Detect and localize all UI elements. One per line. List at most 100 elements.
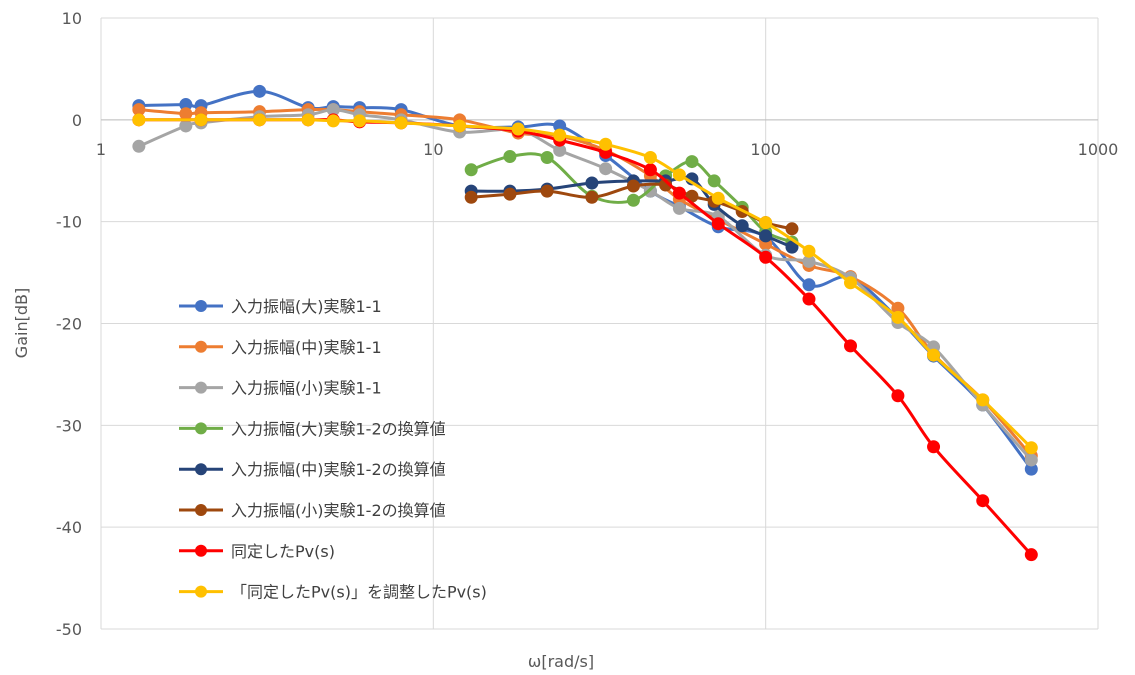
y-tick-label: -30 [56,416,82,435]
data-point [844,276,858,290]
data-point [1024,548,1038,562]
legend-swatch-marker [195,544,207,557]
data-point [802,244,816,258]
legend-entry: 入力振幅(小)実験1-2の換算値 [179,501,446,520]
legend-entry: 入力振幅(中)実験1-2の換算値 [179,460,446,479]
y-axis-title: Gain[dB] [12,288,31,358]
legend-entry: 「同定したPv(s)」を調整したPv(s) [179,583,487,602]
y-tick-label: -20 [56,315,82,334]
data-point [585,190,599,204]
series-2 [132,103,1038,463]
legend-label: 入力振幅(大)実験1-2の換算値 [231,419,446,438]
x-axis-title: ω[rad/s] [528,652,594,671]
data-point [672,201,686,215]
x-tick-label: 10 [423,140,443,159]
data-point [785,222,799,236]
series-8 [132,113,1038,455]
series-line [138,107,1033,457]
legend-label: 入力振幅(中)実験1-2の換算値 [231,460,446,479]
legend-entry: 入力振幅(中)実験1-1 [179,338,382,357]
legend-swatch-marker [195,340,207,353]
data-point [707,174,721,188]
data-point [802,292,816,306]
data-point [976,494,990,508]
data-point [540,184,554,198]
data-point [976,393,990,407]
y-tick-label: 10 [62,9,82,28]
data-point [540,151,554,165]
x-tick-label: 1 [96,140,106,159]
data-point [253,84,267,98]
legend-swatch-marker [195,463,207,476]
data-point [132,113,146,127]
data-point [759,229,773,243]
legend-label: 入力振幅(中)実験1-1 [231,338,382,357]
legend-entry: 入力振幅(小)実験1-1 [179,379,382,398]
axes: 100-10-20-30-40-501 10 100 1000 [56,9,1119,639]
data-point [643,151,657,165]
legend-label: 同定したPv(s) [231,542,335,561]
legend-swatch-marker [195,585,207,598]
legend-entry: 同定したPv(s) [179,542,335,561]
data-point [179,119,193,133]
data-point [643,163,657,177]
legend-label: 入力振幅(大)実験1-1 [231,297,382,316]
y-tick-label: -50 [56,620,82,639]
legend-swatch-marker [195,300,207,312]
data-point [503,187,517,201]
y-tick-label: -40 [56,518,82,537]
series-line [138,108,1033,461]
legend-label: 入力振幅(小)実験1-2の換算値 [231,501,446,520]
data-point [891,389,905,403]
data-point [1024,441,1038,455]
data-point [759,216,773,230]
data-point [891,310,905,324]
data-point [394,116,408,130]
data-point [711,217,725,231]
legend-swatch-marker [195,381,207,394]
data-point [626,179,640,193]
series-3 [132,103,1038,467]
legend-entry: 入力振幅(大)実験1-1 [179,297,382,316]
data-point [464,190,478,204]
data-point [711,191,725,205]
x-tick-label: 1000 [1078,140,1119,159]
data-point [672,168,686,182]
series-lines [132,84,1038,562]
x-tick-label: 100 [750,140,781,159]
data-point [1024,453,1038,467]
data-point [599,137,613,151]
y-tick-label: -10 [56,213,82,232]
data-point [553,128,567,142]
data-point [194,113,208,127]
data-point [132,139,146,153]
legend-swatch-marker [195,422,207,435]
legend: 入力振幅(大)実験1-1 入力振幅(中)実験1-1 入力振幅(小)実験1-1 入力振幅… [179,297,487,602]
data-point [844,339,858,353]
data-point [927,440,941,454]
data-point [585,176,599,190]
data-point [353,114,367,128]
data-point [685,155,699,169]
data-point [326,114,340,128]
data-point [503,149,517,163]
y-tick-label: 0 [72,111,82,130]
legend-label: 「同定したPv(s)」を調整したPv(s) [231,583,487,602]
data-point [301,113,315,127]
data-point [253,113,267,127]
data-point [672,186,686,200]
data-point [599,162,613,176]
legend-swatch-marker [195,504,207,516]
data-point [453,119,467,133]
data-point [179,107,193,121]
legend-entry: 入力振幅(大)実験1-2の換算値 [179,419,446,438]
gridlines [100,17,1099,630]
data-point [626,193,640,207]
data-point [511,122,525,136]
data-point [464,163,478,177]
data-point [927,348,941,362]
data-point [759,250,773,264]
data-point [802,278,816,292]
